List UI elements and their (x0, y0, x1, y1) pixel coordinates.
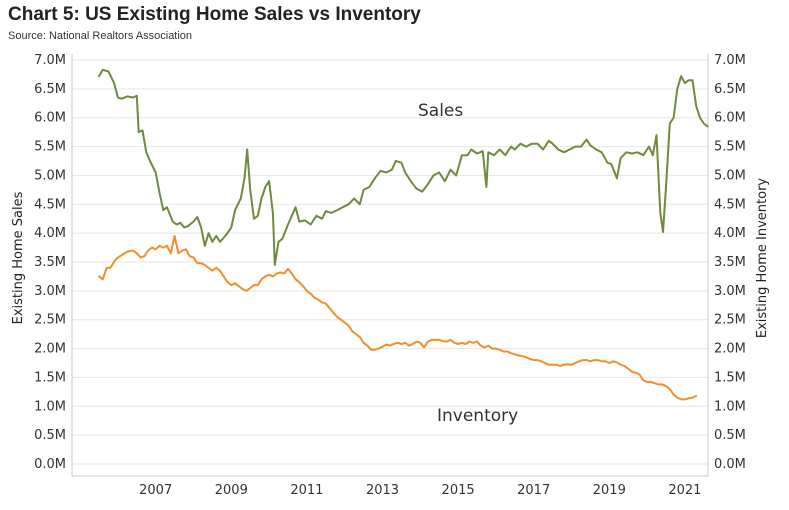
y-axis-left-label: Existing Home Sales (11, 191, 26, 324)
y-tick-label-right: 4.5M (714, 197, 746, 212)
y-tick-label-left: 1.5M (34, 370, 66, 385)
y-tick-label-left: 3.5M (34, 255, 66, 270)
y-tick-label-right: 0.0M (714, 457, 746, 472)
y-tick-label-left: 1.0M (34, 399, 66, 414)
y-tick-label-right: 2.0M (714, 342, 746, 357)
y-tick-label-left: 3.0M (34, 284, 66, 299)
gridlines (72, 59, 708, 465)
y-tick-label-right: 6.0M (714, 111, 746, 126)
y-tick-label-left: 5.5M (34, 140, 66, 155)
y-axis-right-ticks: 0.0M 0.5M 1.0M 1.5M 2.0M 2.5M 3.0M 3.5M 4.0M 4.5M… (714, 53, 746, 472)
x-tick-label: 2011 (290, 483, 323, 498)
y-tick-label-right: 5.5M (714, 140, 746, 155)
x-tick-label: 2013 (366, 483, 399, 498)
series-lines (98, 68, 709, 401)
x-axis-ticks: 2007 2009 2011 2013 2015 2017 2019 2021 (139, 483, 701, 498)
y-axis-left-ticks: 0.0M 0.5M 1.0M 1.5M 2.0M 2.5M 3.0M 3.5M 4.0M 4.5M… (34, 53, 66, 472)
y-tick-label-left: 2.5M (34, 313, 66, 328)
y-tick-label-right: 5.0M (714, 168, 746, 183)
x-tick-label: 2019 (593, 483, 626, 498)
y-axis-right-label: Existing Home Inventory (755, 178, 770, 339)
series-line-inventory (98, 235, 698, 401)
x-tick-label: 2007 (139, 483, 172, 498)
y-tick-label-right: 6.5M (714, 82, 746, 97)
chart-title: Chart 5: US Existing Home Sales vs Inven… (8, 4, 421, 25)
x-tick-label: 2017 (517, 483, 550, 498)
y-tick-label-right: 2.5M (714, 313, 746, 328)
sales-annotation: Sales (418, 101, 463, 121)
y-tick-label-left: 0.5M (34, 428, 66, 443)
x-tick-label: 2021 (668, 483, 701, 498)
y-tick-label-left: 4.0M (34, 226, 66, 241)
y-tick-label-left: 0.0M (34, 457, 66, 472)
chart-source: Source: National Realtors Association (8, 30, 193, 42)
y-tick-label-right: 3.0M (714, 284, 746, 299)
x-tick-label: 2015 (442, 483, 475, 498)
y-tick-label-left: 7.0M (34, 53, 66, 68)
inventory-annotation: Inventory (437, 406, 518, 426)
y-tick-label-right: 4.0M (714, 226, 746, 241)
y-tick-label-right: 1.0M (714, 399, 746, 414)
y-tick-label-left: 6.5M (34, 82, 66, 97)
y-tick-label-right: 0.5M (714, 428, 746, 443)
y-tick-label-right: 3.5M (714, 255, 746, 270)
y-tick-label-left: 4.5M (34, 197, 66, 212)
x-tick-label: 2009 (215, 483, 248, 498)
y-tick-label-left: 5.0M (34, 168, 66, 183)
plot-frame (71, 54, 709, 477)
y-tick-label-left: 6.0M (34, 111, 66, 126)
y-tick-label-left: 2.0M (34, 342, 66, 357)
y-tick-label-right: 1.5M (714, 370, 746, 385)
y-tick-label-right: 7.0M (714, 53, 746, 68)
series-line-sales (98, 68, 709, 266)
